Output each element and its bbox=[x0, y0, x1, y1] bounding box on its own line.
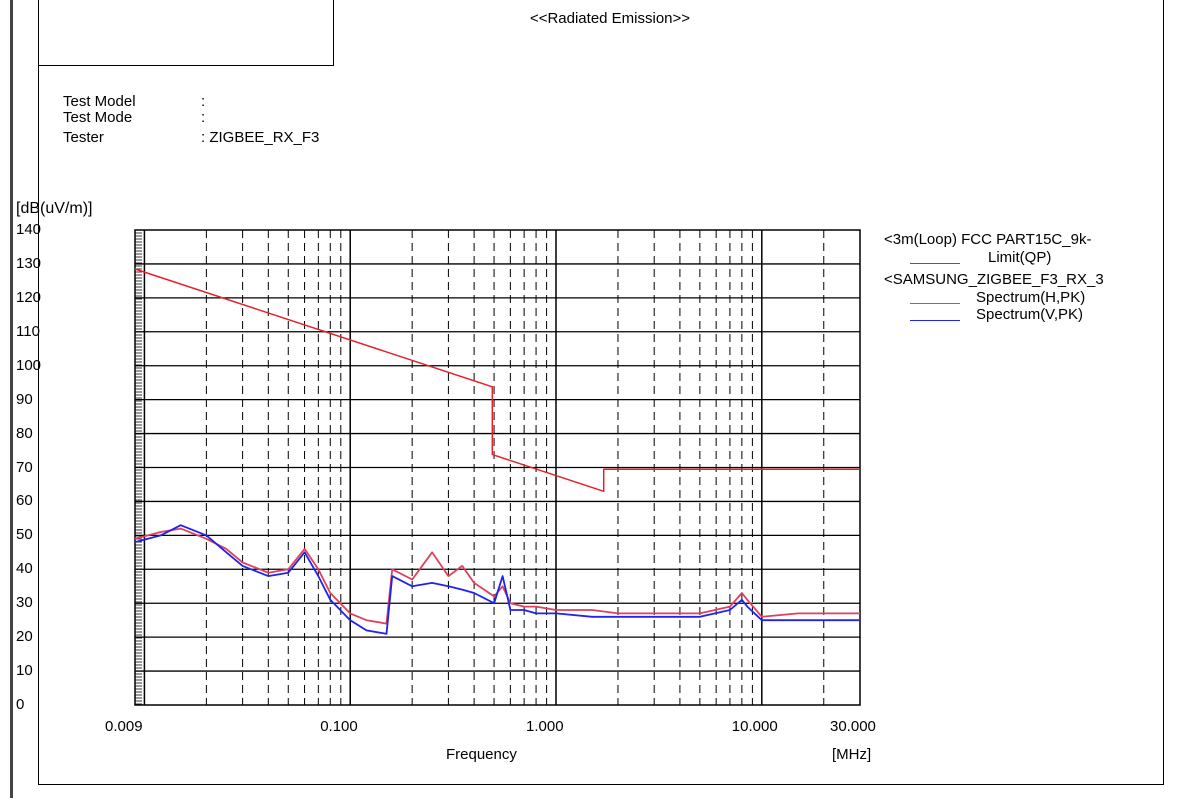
field-test-mode: Test Mode: bbox=[63, 110, 205, 126]
legend-swatch-limit bbox=[910, 263, 960, 264]
y-tick-label: 120 bbox=[16, 288, 42, 306]
y-tick-label: 100 bbox=[16, 356, 42, 374]
y-tick-label: 110 bbox=[16, 322, 40, 340]
field-tester: Tester : ZIGBEE_RX_F3 bbox=[63, 130, 319, 146]
y-tick-label: 60 bbox=[16, 492, 33, 510]
y-tick-label: 0 bbox=[16, 696, 25, 713]
y-tick-label: 130 bbox=[16, 254, 42, 272]
legend-header-spectrum: <SAMSUNG_ZIGBEE_F3_RX_3 bbox=[884, 271, 1104, 288]
field-value: : bbox=[201, 109, 206, 126]
x-tick-label: 1.000 bbox=[526, 718, 564, 735]
field-test-model: Test Model: bbox=[63, 94, 205, 110]
field-label: Test Model bbox=[63, 93, 136, 110]
y-tick-label: 20 bbox=[16, 628, 33, 646]
y-tick-label: 40 bbox=[16, 560, 33, 578]
y-tick-label: 90 bbox=[16, 390, 33, 408]
series-line-spectrum-h-pk bbox=[134, 527, 860, 625]
field-label: Tester bbox=[63, 129, 104, 146]
y-tick-label: 10 bbox=[16, 662, 33, 680]
y-tick-label: 70 bbox=[16, 458, 33, 476]
legend-swatch-v bbox=[910, 320, 960, 321]
y-tick-label: 30 bbox=[16, 594, 33, 612]
y-tick-label: 80 bbox=[16, 424, 33, 442]
header-box bbox=[38, 0, 334, 66]
field-value: : bbox=[201, 93, 206, 110]
y-tick-label: 50 bbox=[16, 526, 33, 544]
field-label: Test Mode bbox=[63, 109, 133, 126]
x-axis-unit: [MHz] bbox=[832, 746, 872, 763]
x-tick-label: 30.000 bbox=[830, 718, 876, 735]
legend-header-limit: <3m(Loop) FCC PART15C_9k- bbox=[884, 231, 1092, 248]
legend-label-v: Spectrum(V,PK) bbox=[976, 306, 1083, 323]
series-line-spectrum-v-pk bbox=[134, 524, 860, 635]
x-tick-label: 10.000 bbox=[731, 718, 778, 735]
y-tick-label: 140 bbox=[16, 221, 42, 238]
legend-swatch-h bbox=[910, 303, 960, 304]
x-tick-label: 0.009 bbox=[105, 718, 143, 735]
report-frame bbox=[38, 0, 1164, 785]
x-axis-label: Frequency bbox=[446, 746, 517, 763]
field-value: : ZIGBEE_RX_F3 bbox=[201, 129, 320, 146]
y-axis-label: [dB(uV/m)] bbox=[16, 200, 93, 217]
report-title: <<Radiated Emission>> bbox=[529, 10, 691, 27]
series-line-limit-qp bbox=[134, 268, 860, 493]
legend-label-h: Spectrum(H,PK) bbox=[976, 289, 1086, 306]
page-edge-bar bbox=[10, 0, 13, 798]
plot-area bbox=[134, 229, 861, 706]
legend-label-limit: Limit(QP) bbox=[988, 249, 1052, 266]
x-tick-label: 0.100 bbox=[320, 718, 358, 735]
